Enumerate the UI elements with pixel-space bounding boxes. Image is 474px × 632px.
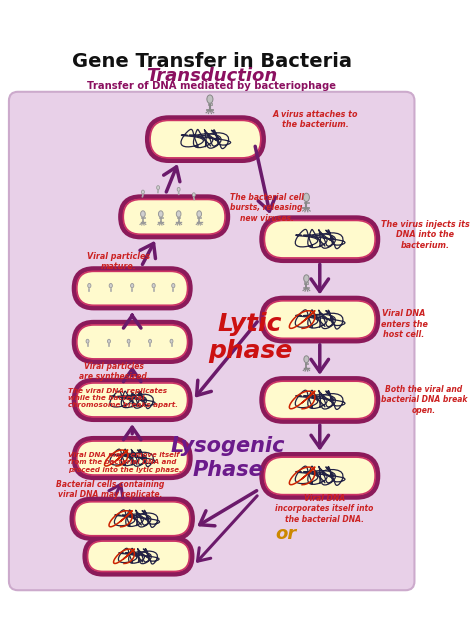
Bar	[304, 363, 308, 364]
Ellipse shape	[192, 193, 195, 197]
Ellipse shape	[108, 339, 110, 343]
Ellipse shape	[156, 186, 160, 190]
Ellipse shape	[131, 284, 134, 288]
Text: Lysogenic
Phase: Lysogenic Phase	[171, 437, 285, 480]
FancyBboxPatch shape	[74, 322, 190, 362]
Bar	[198, 217, 201, 218]
Ellipse shape	[304, 275, 309, 282]
FancyBboxPatch shape	[74, 269, 190, 308]
FancyBboxPatch shape	[262, 298, 378, 341]
FancyBboxPatch shape	[262, 218, 378, 260]
Ellipse shape	[170, 339, 173, 343]
Text: Transfer of DNA mediated by bacteriophage: Transfer of DNA mediated by bacteriophag…	[87, 81, 336, 91]
Text: Bacterial cells containing
viral DNA may replicate.: Bacterial cells containing viral DNA may…	[55, 480, 164, 499]
Bar	[177, 217, 181, 218]
Ellipse shape	[152, 284, 155, 288]
Ellipse shape	[158, 211, 163, 217]
Text: Viral DNA may remove itself
from the bacterial DNA and
proceed into the lytic ph: Viral DNA may remove itself from the bac…	[68, 453, 182, 473]
Text: Transduction: Transduction	[146, 67, 277, 85]
FancyBboxPatch shape	[120, 197, 228, 237]
Bar	[141, 217, 145, 218]
Ellipse shape	[197, 211, 201, 217]
Ellipse shape	[141, 190, 145, 194]
FancyBboxPatch shape	[74, 380, 190, 420]
Text: The viral DNA replicates
while the bacterial
chromosome breaks apart.: The viral DNA replicates while the bacte…	[68, 388, 178, 408]
Text: Gene Transfer in Bacteria: Gene Transfer in Bacteria	[72, 52, 352, 71]
Bar	[159, 217, 163, 218]
Text: Both the viral and
bacterial DNA break
open.: Both the viral and bacterial DNA break o…	[381, 385, 467, 415]
FancyBboxPatch shape	[9, 92, 414, 590]
Bar	[304, 282, 309, 284]
Ellipse shape	[141, 211, 145, 217]
Ellipse shape	[109, 284, 112, 288]
FancyBboxPatch shape	[147, 118, 264, 161]
Ellipse shape	[127, 339, 130, 343]
Ellipse shape	[176, 211, 181, 217]
Text: The bacterial cell
bursts, releasing
new viruses.: The bacterial cell bursts, releasing new…	[229, 193, 303, 223]
Bar	[304, 202, 309, 203]
Text: or: or	[275, 525, 296, 543]
FancyBboxPatch shape	[74, 439, 190, 478]
Ellipse shape	[172, 284, 175, 288]
Ellipse shape	[86, 339, 89, 343]
Text: Viral particles
are synthesized.: Viral particles are synthesized.	[79, 362, 150, 381]
Bar	[208, 103, 212, 105]
Ellipse shape	[303, 193, 310, 202]
FancyBboxPatch shape	[262, 379, 378, 422]
Ellipse shape	[148, 339, 152, 343]
Text: Lytic
phase: Lytic phase	[208, 312, 292, 363]
Text: Viral particles
mature.: Viral particles mature.	[87, 252, 150, 271]
Text: Viral DNA
enters the
host cell.: Viral DNA enters the host cell.	[381, 309, 428, 339]
Ellipse shape	[88, 284, 91, 288]
Text: A virus attaches to
the bacterium.: A virus attaches to the bacterium.	[273, 110, 358, 129]
Text: Viral DNA
incorporates itself into
the bacterial DNA.: Viral DNA incorporates itself into the b…	[275, 494, 374, 524]
FancyBboxPatch shape	[262, 454, 378, 497]
FancyBboxPatch shape	[85, 538, 192, 574]
Text: The virus injects its
DNA into the
bacterium.: The virus injects its DNA into the bacte…	[381, 220, 469, 250]
Ellipse shape	[304, 356, 309, 363]
Ellipse shape	[177, 188, 180, 191]
FancyBboxPatch shape	[72, 499, 192, 538]
Ellipse shape	[207, 95, 213, 103]
